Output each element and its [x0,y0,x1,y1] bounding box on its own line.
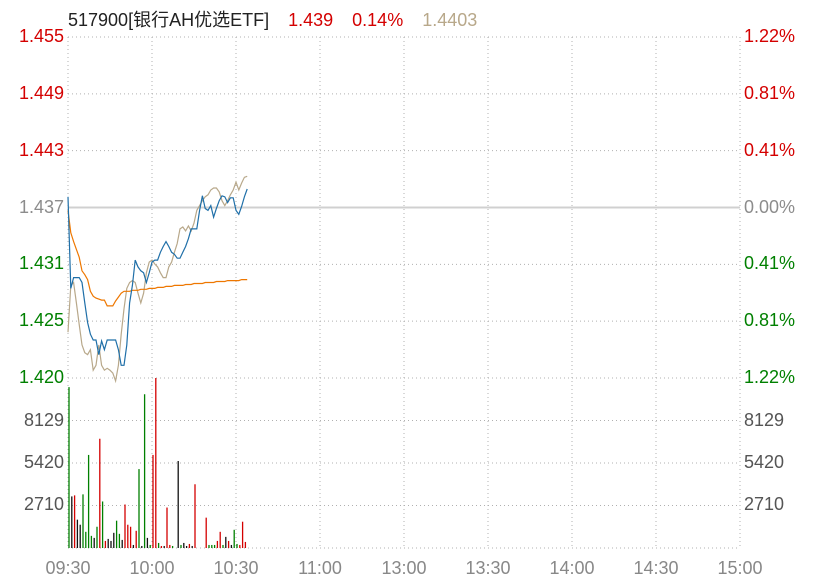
time-tick-label: 13:30 [465,558,511,578]
time-tick-label: 14:00 [549,558,595,578]
volume-tick-label: 2710 [744,494,785,515]
percent-tick-label: 0.41% [744,253,796,274]
volume-tick-label: 8129 [744,409,785,430]
average-line [67,210,248,307]
time-tick-label: 15:00 [717,558,763,578]
chart-header: 517900[银行AH优选ETF] 1.439 0.14% 1.4403 [68,6,491,32]
percent-tick-label: 0.81% [744,82,796,103]
time-tick-label: 10:30 [213,558,259,578]
price-tick-label: 1.425 [18,310,64,331]
time-tick-label: 09:30 [45,558,91,578]
volume-tick-label: 2710 [23,494,64,515]
percent-tick-label: 0.41% [744,139,796,160]
change-percent: 0.14% [352,10,404,30]
percent-tick-label: 0.81% [744,310,796,331]
time-tick-label: 10:00 [129,558,175,578]
price-tick-label: 1.420 [18,367,64,387]
price-tick-label: 1.455 [18,26,64,46]
percent-tick-label: 0.00% [744,196,796,217]
price-tick-label: 1.431 [18,253,64,274]
last-price: 1.439 [288,10,334,30]
percent-tick-label: 1.22% [744,26,796,46]
volume-tick-label: 5420 [23,451,64,472]
percent-tick-label: 1.22% [744,367,796,387]
price-tick-label: 1.443 [18,139,64,160]
reference-value: 1.4403 [422,10,478,30]
price-tick-label: 1.437 [18,196,64,217]
time-tick-label: 13:00 [381,558,427,578]
price-line [67,188,248,366]
instrument-title: 517900[银行AH优选ETF] [68,10,270,30]
time-tick-label: 11:00 [298,558,342,578]
volume-tick-label: 5420 [744,451,785,472]
volume-tick-label: 8129 [23,409,64,430]
time-tick-label: 14:30 [633,558,679,578]
price-tick-label: 1.449 [18,82,64,103]
